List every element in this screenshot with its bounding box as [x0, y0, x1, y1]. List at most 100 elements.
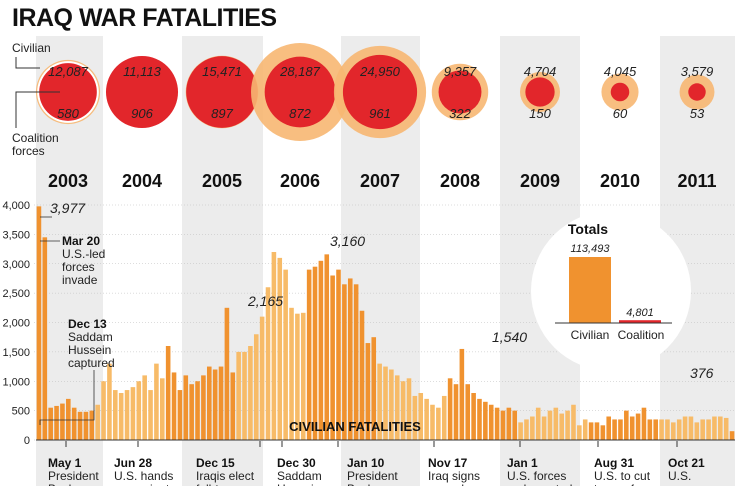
coalition-count: 53 — [690, 106, 705, 121]
civilian-count: 3,579 — [681, 64, 714, 79]
bar — [336, 269, 341, 441]
bar — [700, 419, 705, 440]
bar — [500, 410, 506, 441]
totals-title: Totals — [568, 221, 608, 237]
year-label: 2004 — [122, 171, 162, 191]
bar — [471, 393, 476, 440]
bar — [42, 237, 48, 440]
bar — [629, 416, 635, 440]
civilian-count: 24,950 — [359, 64, 401, 79]
event-text: Saddam — [68, 330, 113, 344]
coalition-count: 872 — [289, 106, 311, 121]
bar — [606, 416, 611, 440]
coalition-dot — [105, 55, 179, 129]
bar — [248, 346, 253, 440]
bar — [195, 381, 200, 440]
bar — [530, 416, 535, 440]
bar — [130, 387, 136, 441]
bar — [177, 390, 183, 440]
bar — [453, 384, 459, 440]
bar — [441, 395, 447, 440]
bar — [60, 403, 65, 440]
event-text: cede control — [507, 482, 572, 486]
coalition-count: 906 — [131, 106, 153, 121]
y-tick-label: 0 — [24, 435, 30, 447]
bar — [547, 410, 553, 441]
bar — [171, 372, 177, 440]
civilian-count: 15,471 — [202, 64, 242, 79]
bar — [113, 390, 118, 440]
event-text: invade — [62, 273, 98, 287]
data-label: 376 — [690, 365, 714, 381]
bar — [236, 351, 241, 441]
y-tick-label: 3,000 — [2, 259, 30, 271]
bar — [459, 348, 465, 440]
bar — [659, 419, 664, 440]
bar — [400, 381, 406, 440]
event-text: accord — [428, 482, 464, 486]
legend-civilian-label: Civilian — [12, 41, 51, 55]
bar — [271, 252, 277, 440]
bar — [306, 269, 312, 441]
bar — [559, 413, 565, 440]
coalition-count: 897 — [211, 106, 233, 121]
bar — [524, 419, 529, 440]
bar — [535, 407, 541, 440]
event-text: announces — [668, 482, 727, 486]
event-text: full-term — [196, 482, 239, 486]
legend-coalition-label: Coalition — [12, 131, 59, 145]
bar — [418, 393, 424, 440]
event-text: U.S. forces — [507, 469, 566, 483]
bar — [430, 404, 435, 440]
event-date: Jun 28 — [114, 456, 152, 470]
bar — [488, 404, 494, 440]
bar — [154, 363, 159, 441]
bar — [83, 411, 89, 440]
bar — [436, 407, 441, 440]
bar — [447, 378, 453, 440]
bar — [553, 407, 559, 440]
bar — [242, 351, 247, 441]
bar — [54, 405, 59, 440]
event-text: U.S. to cut — [594, 469, 651, 483]
event-text: U.S.-led — [62, 247, 105, 261]
bar — [718, 416, 723, 440]
bar — [506, 407, 512, 440]
bar — [671, 422, 676, 441]
legend-coalition-leader — [15, 91, 60, 128]
bar — [77, 411, 83, 440]
bar — [107, 363, 112, 441]
bar — [212, 369, 218, 440]
bar — [512, 410, 518, 441]
bar — [494, 407, 500, 440]
bar — [318, 260, 324, 440]
bar — [618, 419, 623, 440]
event-text: Bush — [347, 482, 374, 486]
bar — [118, 393, 124, 440]
bar — [635, 413, 641, 440]
bar — [465, 384, 471, 440]
bar — [277, 257, 283, 441]
bar — [518, 422, 523, 441]
bar — [641, 407, 647, 440]
y-tick-label: 2,500 — [2, 288, 30, 300]
y-tick-label: 3,500 — [2, 229, 30, 241]
y-tick-label: 1,000 — [2, 376, 30, 388]
civilian-count: 28,187 — [279, 64, 321, 79]
bar — [682, 416, 688, 440]
y-tick-label: 2,000 — [2, 318, 30, 330]
coalition-dot — [264, 56, 336, 128]
totals-coalition-value: 4,801 — [626, 307, 654, 319]
bar — [101, 381, 106, 440]
coalition-count: 322 — [449, 106, 471, 121]
coalition-count: 961 — [369, 106, 391, 121]
coalition-count: 580 — [57, 106, 79, 121]
bar — [330, 275, 335, 440]
legend-civilian-leader — [15, 57, 40, 69]
year-label: 2006 — [280, 171, 320, 191]
bar — [483, 401, 488, 440]
totals-civilian-value: 113,493 — [571, 243, 611, 255]
bar — [565, 410, 570, 441]
y-tick-label: 500 — [12, 406, 30, 418]
